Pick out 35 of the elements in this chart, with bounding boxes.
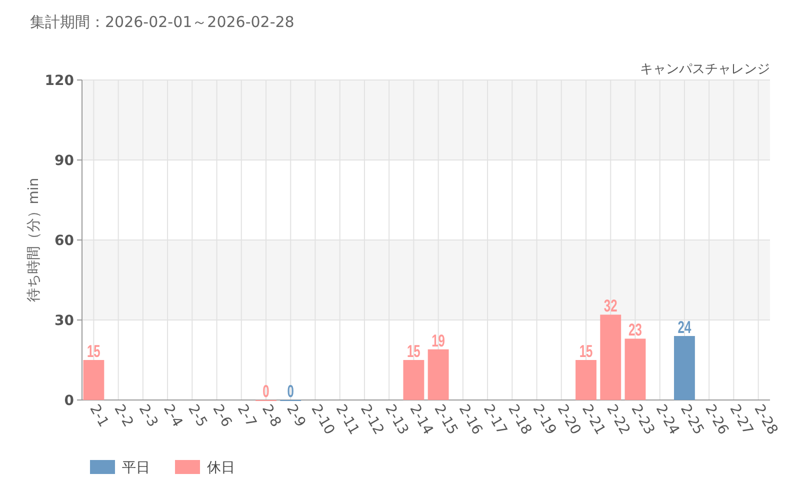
bar <box>576 360 596 400</box>
chart-subtitle: キャンパスチャレンジ <box>640 62 770 77</box>
x-tick-label: 2-3 <box>135 402 161 430</box>
y-axis-title: 待ち時間（分）min <box>26 178 42 302</box>
y-tick-label: 90 <box>54 152 74 169</box>
y-tick-label: 120 <box>44 72 74 89</box>
data-label: 19 <box>432 332 445 351</box>
data-label: 15 <box>407 343 420 362</box>
data-label: 24 <box>678 319 692 338</box>
bar <box>674 336 695 400</box>
x-tick-label: 2-4 <box>160 402 186 430</box>
x-tick-label: 2-5 <box>184 402 210 430</box>
data-label: 32 <box>604 298 618 316</box>
chart-title: 集計期間：2026-02-01～2026-02-28 <box>30 13 294 31</box>
legend-label: 平日 <box>122 460 150 476</box>
bar <box>428 349 449 400</box>
x-tick-label: 2-7 <box>234 402 260 430</box>
data-label: 15 <box>87 343 100 362</box>
y-tick-label: 30 <box>54 312 74 329</box>
y-tick-label: 60 <box>54 232 74 249</box>
bar <box>403 360 424 400</box>
x-tick-label: 2-6 <box>209 402 235 430</box>
data-label: 23 <box>628 322 642 340</box>
bar <box>624 338 646 400</box>
bar <box>83 360 104 400</box>
x-tick-label: 2-9 <box>283 402 308 430</box>
data-label: 0 <box>262 383 270 402</box>
data-label: 15 <box>579 343 593 362</box>
y-tick-label: 0 <box>64 392 74 409</box>
data-label: 0 <box>287 383 294 402</box>
x-tick-label: 2-8 <box>258 402 284 430</box>
legend-label: 休日 <box>207 460 235 476</box>
x-tick-label: 2-2 <box>110 402 136 430</box>
x-tick-label: 2-1 <box>86 402 112 430</box>
bar <box>600 314 622 400</box>
